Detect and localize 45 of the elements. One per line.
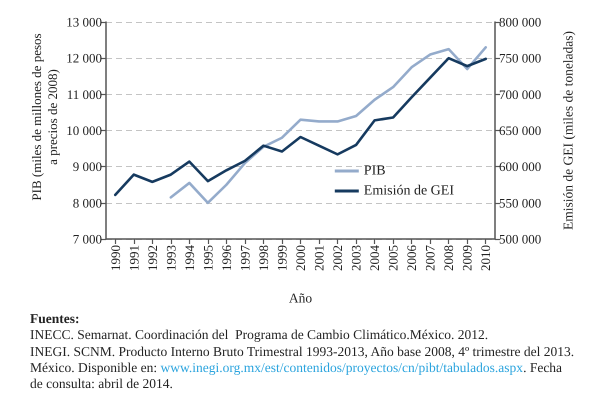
y-tick-label: 10 000 [66, 123, 102, 138]
x-tick-label: 2002 [330, 245, 346, 271]
y-tick-label: 12 000 [66, 50, 102, 66]
x-tick-label: 2006 [404, 244, 420, 271]
x-tick-label: 1999 [274, 245, 290, 271]
y2-tick-label: 500 000 [499, 232, 542, 246]
line-series [114, 56, 488, 196]
x-tick-label: 1990 [108, 245, 123, 271]
x-tick-label: 1998 [256, 245, 271, 271]
y-tick-label: 9 000 [72, 159, 102, 174]
x-tick-label: 2009 [460, 245, 475, 271]
y-axis-title: PIB (miles de millones de pesos a precios de 2008) [28, 32, 61, 203]
legend-label: Emisión de GEI [364, 184, 454, 198]
x-tick-label: 1991 [126, 245, 142, 271]
source-note: Fuentes: [30, 311, 80, 327]
x-tick-label: 2007 [422, 244, 438, 271]
line-series [170, 46, 488, 204]
x-tick-label: 2005 [386, 245, 401, 271]
x-tick-label: 2000 [293, 245, 308, 271]
y-tick-label: 8 000 [72, 195, 102, 210]
y2-axis-title: Emisión de GEI (miles de toneladas) [560, 30, 576, 230]
x-tick-label: 1996 [218, 244, 234, 271]
x-tick-label: 1994 [182, 244, 197, 271]
y-tick-label: 13 000 [66, 14, 102, 30]
y2-tick-label: 600 000 [499, 159, 542, 174]
x-tick-label: 1992 [144, 245, 160, 271]
x-tick-label: 2010 [478, 245, 494, 271]
y2-tick-label: 750 000 [499, 50, 542, 66]
x-tick-label: 2001 [312, 245, 327, 271]
y-tick-label: 7 000 [72, 232, 102, 246]
x-tick-label: 2004 [367, 244, 382, 271]
x-tick-label: 1995 [200, 245, 216, 271]
x-tick-label: 2008 [441, 245, 456, 271]
y2-tick-label: 550 000 [499, 195, 542, 210]
y-tick-label: 11 000 [66, 86, 102, 102]
text: INEGI. SCNM. Producto Interno Bruto Trimestral 1993-2013, Año base 2008, 4º trimestre del 2013. México. Disponible en: www.inegi.org.mx/est/contenidos/proyectos/cn/pibt/tabulados.aspx. Fecha de consulta: abril de 2014. [30, 344, 574, 391]
y2-tick-label: 650 000 [499, 123, 542, 138]
x-tick-label: 1997 [237, 244, 252, 271]
y2-tick-label: 700 000 [499, 86, 542, 102]
text: INECC. Semarnat. Coordinación del Programa de Cambio Climático.México. 2012. [30, 327, 490, 343]
x-tick-label: 1993 [163, 245, 178, 271]
x-axis-title: Año [288, 290, 312, 306]
legend-label: PIB [364, 164, 386, 178]
x-tick-label: 2003 [348, 245, 364, 271]
y2-tick-label: 800 000 [499, 14, 542, 30]
